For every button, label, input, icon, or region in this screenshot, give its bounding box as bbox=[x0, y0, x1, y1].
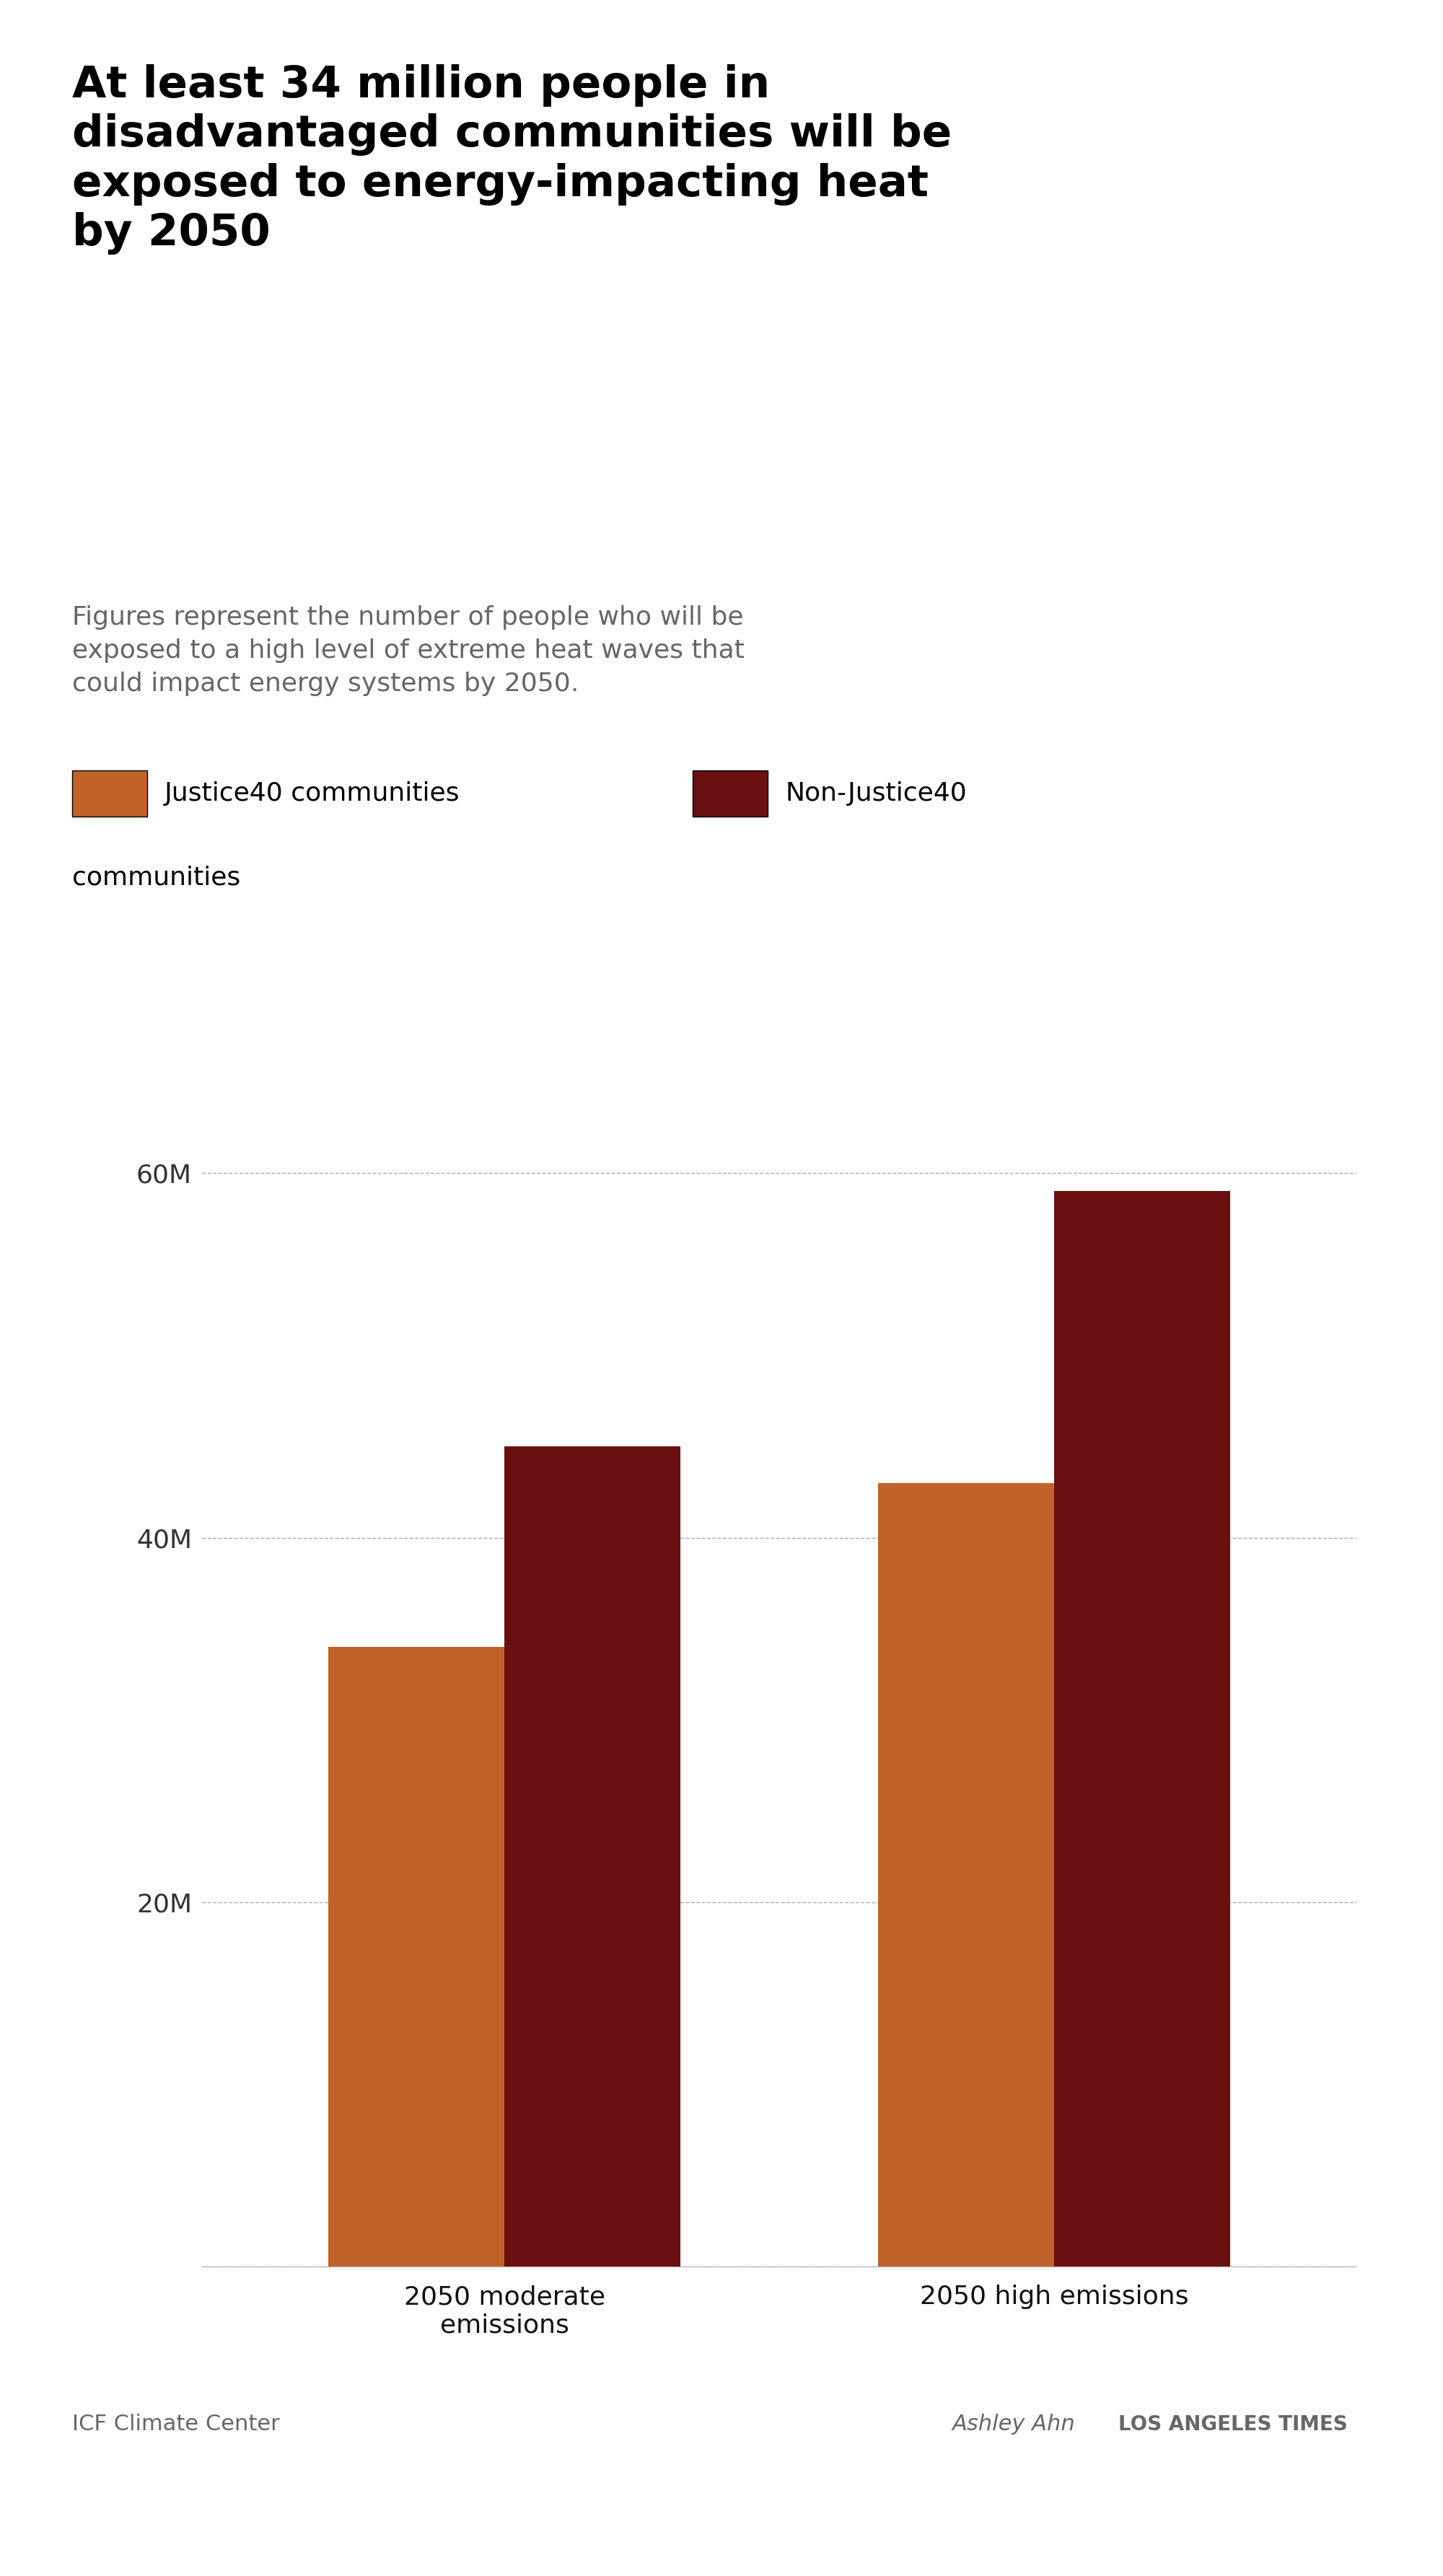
Bar bbox=[329, 1646, 505, 2267]
Text: LOS ANGELES TIMES: LOS ANGELES TIMES bbox=[1118, 2414, 1348, 2434]
Text: Justice40 communities: Justice40 communities bbox=[165, 781, 460, 806]
Text: Non-Justice40: Non-Justice40 bbox=[785, 781, 967, 806]
Text: Ashley Ahn: Ashley Ahn bbox=[952, 2414, 1075, 2434]
Text: communities: communities bbox=[72, 866, 241, 891]
Bar bbox=[879, 1484, 1053, 2267]
Text: Figures represent the number of people who will be
exposed to a high level of ex: Figures represent the number of people w… bbox=[72, 605, 745, 696]
Text: ICF Climate Center: ICF Climate Center bbox=[72, 2414, 280, 2434]
Text: At least 34 million people in
disadvantaged communities will be
exposed to energ: At least 34 million people in disadvanta… bbox=[72, 64, 952, 255]
Bar bbox=[505, 1448, 680, 2267]
Bar bbox=[1053, 1190, 1229, 2267]
